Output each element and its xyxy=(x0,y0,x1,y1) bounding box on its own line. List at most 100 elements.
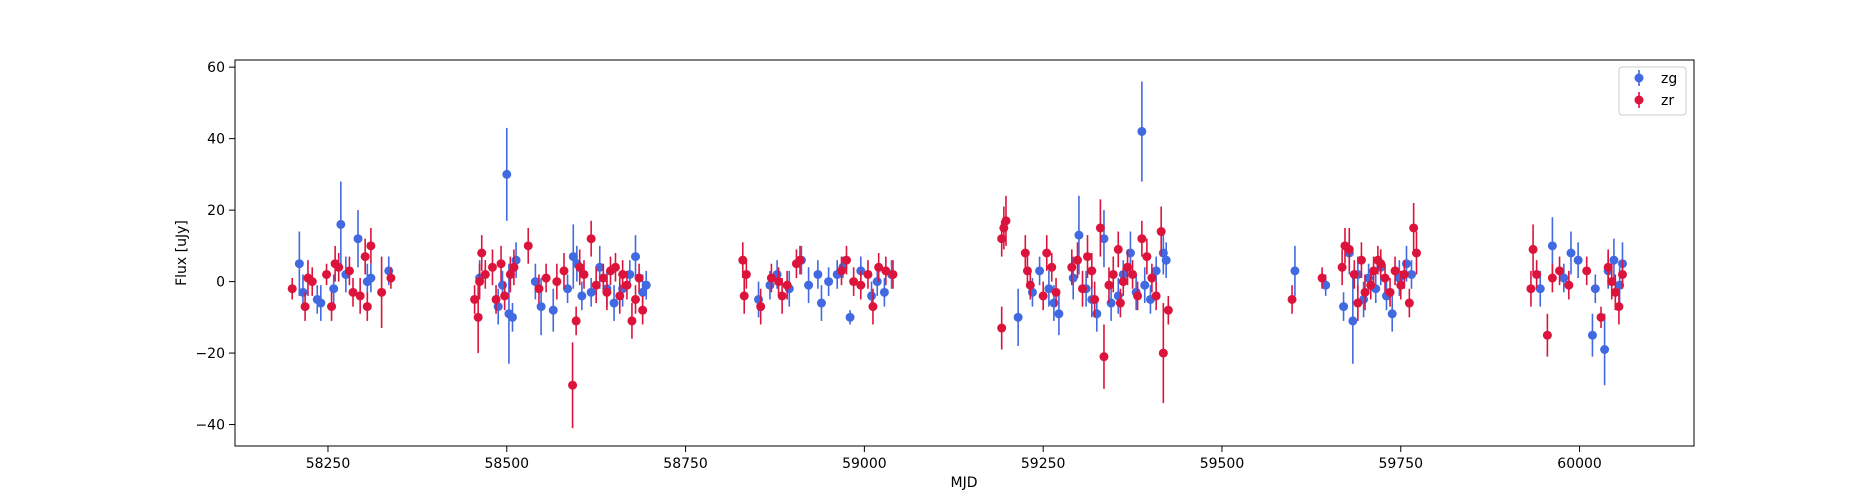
point-zg xyxy=(563,284,573,294)
point-zr xyxy=(477,248,487,258)
point-zr xyxy=(287,284,297,294)
point-zr xyxy=(1528,244,1538,254)
point-zr xyxy=(997,234,1007,244)
point-zr xyxy=(322,269,332,279)
point-zr xyxy=(881,266,891,276)
point-zr xyxy=(1051,287,1061,297)
point-zr xyxy=(366,241,376,251)
point-zr xyxy=(505,269,515,279)
point-zr xyxy=(868,302,878,312)
point-zr xyxy=(1156,227,1166,237)
point-zr xyxy=(782,280,792,290)
point-zr xyxy=(1337,262,1347,272)
x-tick-label: 59500 xyxy=(1200,456,1245,472)
point-zr xyxy=(1113,244,1123,254)
point-zr xyxy=(355,291,365,301)
point-zr xyxy=(598,273,608,283)
legend-zg-label: zg xyxy=(1661,71,1677,87)
y-tick-label: 20 xyxy=(207,203,225,219)
point-zg xyxy=(1290,266,1300,276)
point-zr xyxy=(1610,287,1620,297)
point-zr xyxy=(1409,223,1419,233)
point-zr xyxy=(386,273,396,283)
point-zr xyxy=(1555,266,1565,276)
x-tick-label: 58500 xyxy=(485,456,530,472)
point-zr xyxy=(1596,312,1606,322)
point-zg xyxy=(813,269,823,279)
point-zr xyxy=(1390,266,1400,276)
point-zr xyxy=(348,287,358,297)
point-zr xyxy=(480,269,490,279)
point-zr xyxy=(344,266,354,276)
point-zg xyxy=(1035,266,1045,276)
y-axis-title: Flux [uJy] xyxy=(174,220,190,286)
point-zr xyxy=(1137,234,1147,244)
point-zr xyxy=(1360,287,1370,297)
point-zg xyxy=(336,219,346,229)
point-zg xyxy=(1137,126,1147,136)
point-zr xyxy=(1526,284,1536,294)
point-zr xyxy=(1047,262,1057,272)
legend-zr-marker xyxy=(1634,95,1644,105)
point-zg xyxy=(1600,345,1610,354)
y-axis: −40 −20 0 20 40 60 xyxy=(195,60,235,434)
point-zr xyxy=(874,262,884,272)
point-zg xyxy=(497,280,507,290)
point-zg xyxy=(595,262,605,272)
point-zg xyxy=(845,312,855,322)
point-zg xyxy=(1074,230,1084,240)
point-zg xyxy=(1339,302,1349,312)
point-zr xyxy=(631,294,641,304)
point-zr xyxy=(475,277,485,287)
point-zr xyxy=(1369,266,1379,276)
point-zg xyxy=(507,312,517,322)
point-zr xyxy=(1385,287,1395,297)
legend-zg-marker xyxy=(1634,73,1644,83)
point-zr xyxy=(362,302,372,312)
point-zg xyxy=(638,287,648,297)
point-zr xyxy=(1067,262,1077,272)
point-zg xyxy=(1140,280,1150,290)
point-zr xyxy=(1042,248,1052,258)
point-zr xyxy=(473,312,483,322)
point-zr xyxy=(1582,266,1592,276)
point-zr xyxy=(739,291,749,301)
point-zr xyxy=(327,302,337,312)
point-zr xyxy=(1603,262,1613,272)
point-zr xyxy=(1142,252,1152,262)
x-tick-label: 60000 xyxy=(1557,456,1602,472)
point-zr xyxy=(1396,280,1406,290)
y-tick-label: −20 xyxy=(195,346,225,362)
point-zr xyxy=(1025,280,1035,290)
point-zr xyxy=(1133,291,1143,301)
point-zr xyxy=(1083,252,1093,262)
point-zg xyxy=(1406,269,1416,279)
point-zr xyxy=(1617,269,1627,279)
point-zr xyxy=(777,291,787,301)
point-zr xyxy=(523,241,533,251)
point-zg xyxy=(1151,266,1161,276)
point-zr xyxy=(1564,280,1574,290)
legend-item-zr: zr xyxy=(1634,92,1674,109)
point-zg xyxy=(1013,312,1023,322)
legend-zr-label: zr xyxy=(1661,93,1674,109)
point-zr xyxy=(568,380,578,390)
plot-frame xyxy=(234,59,1695,447)
point-zg xyxy=(577,291,587,301)
point-zr xyxy=(1090,294,1100,304)
point-zg xyxy=(1609,255,1619,265)
point-zg xyxy=(1535,284,1545,294)
point-zg xyxy=(366,273,376,283)
point-zr xyxy=(1115,298,1125,308)
point-zg xyxy=(1559,273,1569,283)
point-zr xyxy=(638,305,648,315)
point-zg xyxy=(765,280,775,290)
point-zr xyxy=(496,259,506,269)
point-zr xyxy=(1287,294,1297,304)
point-zr xyxy=(1356,255,1366,265)
point-zg xyxy=(631,252,641,262)
point-zr xyxy=(575,262,585,272)
point-zg xyxy=(1099,234,1109,244)
point-zr xyxy=(552,277,562,287)
point-zr xyxy=(602,287,612,297)
